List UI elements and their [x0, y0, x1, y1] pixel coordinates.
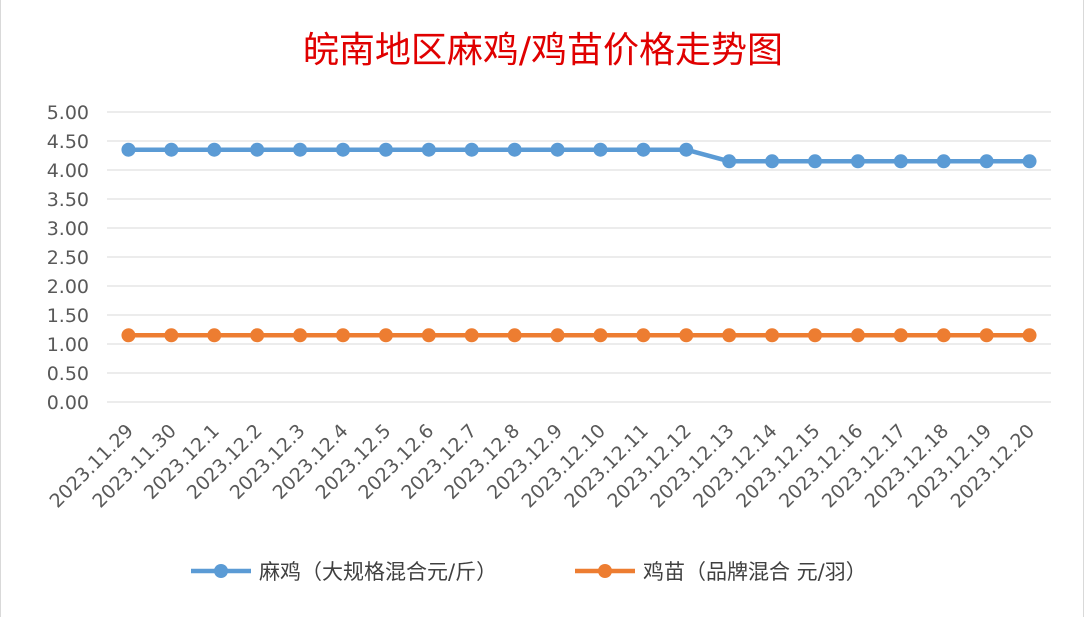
data-point — [1022, 328, 1037, 343]
series-lines — [121, 142, 1037, 343]
y-tick-label: 1.50 — [47, 305, 89, 327]
data-point — [121, 142, 136, 157]
data-point — [593, 328, 608, 343]
data-point — [679, 328, 694, 343]
data-point — [464, 328, 479, 343]
data-point — [250, 328, 265, 343]
data-point — [507, 142, 522, 157]
data-point — [164, 142, 179, 157]
data-point — [936, 154, 951, 169]
gridlines — [107, 111, 1051, 403]
data-point — [765, 328, 780, 343]
data-point — [1022, 154, 1037, 169]
data-point — [636, 328, 651, 343]
chart-title: 皖南地区麻鸡/鸡苗价格走势图 — [303, 30, 783, 71]
x-axis-tick-labels: 2023.11.292023.11.302023.12.12023.12.220… — [46, 420, 1040, 512]
legend-label: 鸡苗（品牌混合 元/羽） — [643, 560, 867, 584]
y-tick-label: 0.50 — [47, 363, 89, 385]
data-point — [808, 154, 822, 169]
data-point — [550, 328, 565, 343]
legend-swatch-marker — [214, 564, 228, 578]
data-point — [893, 154, 908, 169]
data-point — [507, 328, 522, 343]
data-point — [421, 142, 436, 157]
y-tick-label: 5.00 — [47, 102, 89, 124]
data-point — [722, 154, 737, 169]
data-point — [121, 328, 136, 343]
data-point — [808, 328, 822, 343]
data-point — [164, 328, 179, 343]
data-point — [378, 328, 393, 343]
data-point — [722, 328, 737, 343]
data-point — [636, 142, 651, 157]
data-point — [850, 328, 865, 343]
data-point — [207, 142, 222, 157]
y-axis-tick-labels: 0.00 0.50 1.00 1.50 2.00 2.50 3.00 3.50 4.00 4.50… — [47, 102, 89, 414]
legend-swatch-marker — [598, 564, 612, 578]
data-point — [207, 328, 222, 343]
data-point — [421, 328, 436, 343]
data-point — [293, 142, 308, 157]
data-point — [378, 142, 393, 157]
y-tick-label: 0.00 — [47, 392, 89, 414]
legend: 麻鸡（大规格混合元/斤） 鸡苗（品牌混合 元/羽） — [191, 560, 867, 584]
y-tick-label: 2.00 — [47, 276, 89, 298]
y-tick-label: 3.00 — [47, 218, 89, 240]
series-line — [128, 147, 1030, 164]
y-tick-label: 4.00 — [47, 160, 89, 182]
data-point — [550, 142, 565, 157]
series-1 — [121, 142, 1037, 169]
legend-item-1: 麻鸡（大规格混合元/斤） — [191, 560, 497, 584]
data-point — [336, 328, 350, 343]
data-point — [893, 328, 908, 343]
data-point — [979, 154, 994, 169]
data-point — [593, 142, 608, 157]
data-point — [850, 154, 865, 169]
data-point — [979, 328, 994, 343]
series-2 — [121, 328, 1037, 343]
y-tick-label: 4.50 — [47, 131, 89, 153]
data-point — [336, 142, 350, 157]
data-point — [293, 328, 308, 343]
y-tick-label: 2.50 — [47, 247, 89, 269]
y-tick-label: 1.00 — [47, 334, 89, 356]
data-point — [464, 142, 479, 157]
y-tick-label: 3.50 — [47, 189, 89, 211]
data-point — [765, 154, 780, 169]
data-point — [679, 142, 694, 157]
legend-item-2: 鸡苗（品牌混合 元/羽） — [575, 560, 867, 584]
legend-label: 麻鸡（大规格混合元/斤） — [259, 560, 497, 584]
data-point — [250, 142, 265, 157]
data-point — [936, 328, 951, 343]
